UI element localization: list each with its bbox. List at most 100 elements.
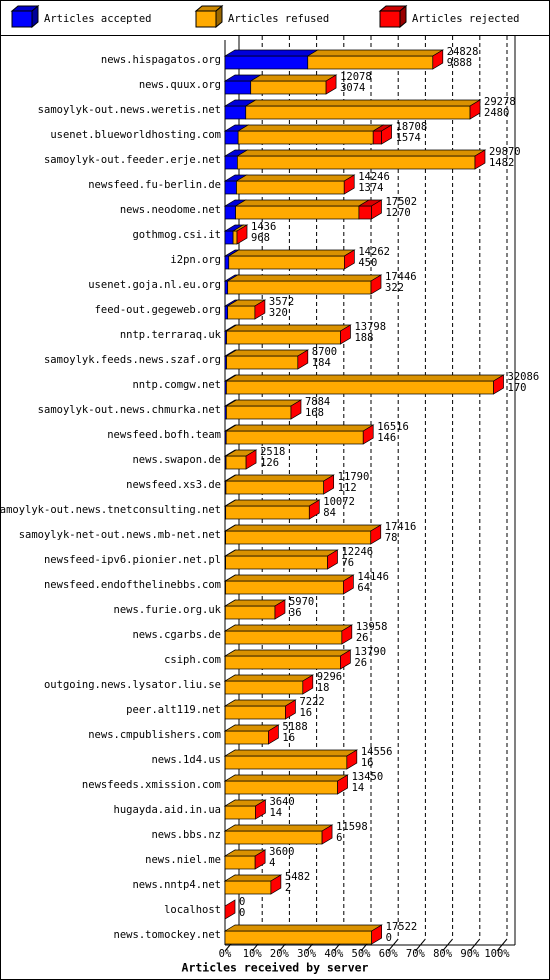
total-label: 13798 (354, 321, 386, 333)
tick-mark (442, 938, 453, 952)
bar-segment (227, 280, 372, 295)
tick-mark (469, 938, 481, 952)
bar-side (340, 324, 351, 345)
total-label: 13958 (356, 621, 388, 633)
accepted-label: 78 (385, 532, 398, 544)
accepted-label: 16 (299, 707, 312, 719)
bar-top (223, 774, 349, 782)
bar-side (340, 649, 351, 670)
total-label: 14146 (357, 571, 389, 583)
category-label: news.nntp4.net (132, 879, 221, 891)
category-label: nntp.terraraq.uk (120, 329, 222, 341)
total-label: 9296 (317, 671, 342, 683)
bar-side (371, 199, 382, 220)
accepted-label: 968 (251, 232, 270, 244)
bar-segment (224, 930, 372, 945)
accepted-label: 1270 (385, 207, 410, 219)
bar-top (224, 574, 355, 582)
bar-segment (224, 230, 234, 245)
bar-side (381, 124, 392, 145)
bar-top (225, 349, 310, 357)
accepted-label: 36 (289, 607, 302, 619)
bar-top (236, 149, 487, 157)
bar-segment (232, 230, 238, 245)
bar-side (274, 599, 286, 620)
x-tick-label: 100% (484, 948, 510, 960)
category-label: outgoing.news.lysator.liu.se (44, 679, 221, 691)
bar-side (370, 274, 382, 295)
bar-side (308, 499, 320, 520)
category-label: news.hispagatos.org (101, 54, 221, 66)
bar-side (370, 524, 382, 545)
bar-side (255, 799, 266, 820)
bar-segment (224, 105, 247, 120)
bar-side (302, 674, 314, 695)
category-label: localhost (164, 904, 221, 916)
bar-top (223, 924, 383, 932)
bar-segment (227, 305, 256, 320)
bar-segment (307, 55, 434, 70)
accepted-label: 188 (354, 332, 373, 344)
total-label: 1436 (251, 221, 276, 233)
bar-side (362, 424, 374, 445)
bar-segment (236, 180, 345, 195)
total-label: 24828 (447, 46, 479, 58)
bar-segment (225, 505, 310, 520)
accepted-label: 4 (269, 857, 275, 869)
total-label: 13790 (354, 646, 386, 658)
bar-side (236, 224, 248, 245)
accepted-label: 322 (385, 282, 404, 294)
category-label: samoylyk-out.news.tnetconsulting.net (0, 504, 221, 516)
total-label: 17446 (385, 271, 417, 283)
bar-segment (224, 755, 348, 770)
total-label: 18708 (396, 121, 428, 133)
bar-side (469, 99, 481, 120)
accepted-label: 16 (282, 732, 295, 744)
category-label: news.cmpublishers.com (88, 729, 221, 741)
legend-label: Articles refused (228, 13, 329, 25)
total-label: 11790 (338, 471, 370, 483)
total-label: 17522 (386, 921, 418, 933)
category-label: news.niel.me (145, 854, 221, 866)
bar-segment (358, 205, 372, 220)
legend-label: Articles rejected (412, 13, 519, 25)
accepted-label: 112 (338, 482, 357, 494)
total-label: 14246 (358, 171, 390, 183)
category-label: feed-out.gegeweb.org (95, 304, 221, 316)
bar-segment (237, 155, 476, 170)
x-tick-label: 30% (297, 948, 317, 960)
bar-side (268, 724, 279, 745)
bar-top (223, 49, 320, 57)
bar-segment (225, 580, 344, 595)
accepted-label: 14 (352, 782, 365, 794)
bar-segment (225, 555, 328, 570)
accepted-label: 26 (354, 657, 367, 669)
accepted-label: 0 (239, 907, 245, 919)
legend-swatch (379, 10, 401, 28)
category-label: news.1d4.us (151, 754, 221, 766)
x-tick-label: 50% (352, 948, 372, 960)
category-label: newsfeed.fu-berlin.de (88, 179, 221, 191)
accepted-label: 2480 (484, 107, 509, 119)
bar-segment (226, 405, 292, 420)
bar-segment (226, 330, 341, 345)
bar-side (254, 299, 266, 320)
total-label: 2518 (260, 446, 285, 458)
bar-segment (224, 255, 230, 270)
bar-segment (224, 155, 238, 170)
category-label: samoylyk-out.news.chmurka.net (38, 404, 221, 416)
bar-side (346, 749, 358, 770)
bar-top (249, 74, 338, 82)
category-label: news.quux.org (139, 79, 221, 91)
category-label: newsfeed.endofthelinebbs.com (44, 579, 221, 591)
bar-top (225, 324, 352, 332)
bar-segment (226, 355, 299, 370)
bar-segment (224, 805, 256, 820)
accepted-label: 64 (357, 582, 370, 594)
bar-segment (235, 205, 360, 220)
category-label: samoylyk-out.news.weretis.net (38, 104, 221, 116)
accepted-label: 1374 (358, 182, 383, 194)
accepted-label: 9888 (447, 57, 472, 69)
category-label: samoylyk-net-out.news.mb-net.net (19, 529, 221, 541)
bar-side (290, 399, 302, 420)
